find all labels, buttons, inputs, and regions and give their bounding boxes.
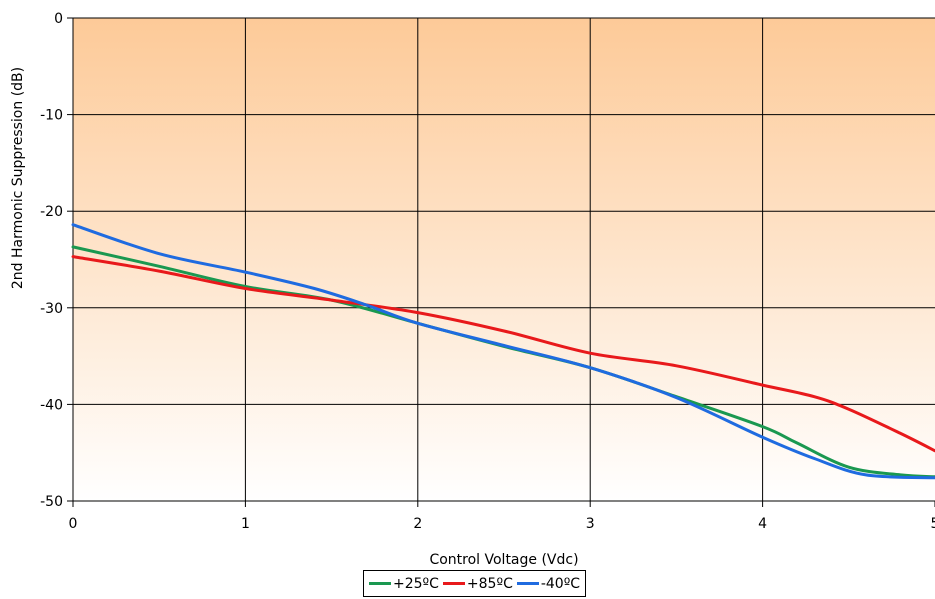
x-tick-label: 1 <box>241 516 250 532</box>
series-lines <box>71 223 935 480</box>
legend-label-85c: +85ºC <box>466 575 513 592</box>
legend-swatch-minus40c <box>516 582 539 585</box>
x-tick-label: 5 <box>931 516 935 532</box>
axes <box>67 17 935 507</box>
x-tick-label: 3 <box>586 516 595 532</box>
tick-labels: 0 -10 -20 -30 -40 -50 0 1 2 3 4 5 <box>40 11 935 532</box>
y-tick-label: -30 <box>40 301 63 317</box>
plot-area <box>73 18 935 501</box>
y-tick-label: 0 <box>54 11 63 27</box>
y-tick-label: -10 <box>40 108 63 124</box>
x-tick-label: 2 <box>413 516 422 532</box>
legend: +25ºC +85ºC -40ºC <box>363 570 587 597</box>
y-tick-label: -50 <box>40 494 63 510</box>
gridlines <box>73 18 935 501</box>
x-tick-label: 0 <box>69 516 78 532</box>
legend-item-25c: +25ºC <box>369 576 439 592</box>
x-axis-label: Control Voltage (Vdc) <box>429 552 578 568</box>
y-tick-label: -20 <box>40 204 63 220</box>
series-line-85c <box>71 255 935 453</box>
series-line-minus40c <box>71 223 935 480</box>
legend-label-minus40c: -40ºC <box>540 575 581 592</box>
legend-label-25c: +25ºC <box>393 575 439 592</box>
legend-item-minus40c: -40ºC <box>516 575 581 592</box>
x-tick-label: 4 <box>758 516 767 532</box>
legend-swatch-85c <box>442 582 465 585</box>
legend-swatch-25c <box>369 582 391 585</box>
legend-item-85c: +85ºC <box>442 575 513 592</box>
y-axis-label: 2nd Harmonic Suppression (dB) <box>10 67 26 289</box>
y-tick-label: -40 <box>40 397 63 413</box>
